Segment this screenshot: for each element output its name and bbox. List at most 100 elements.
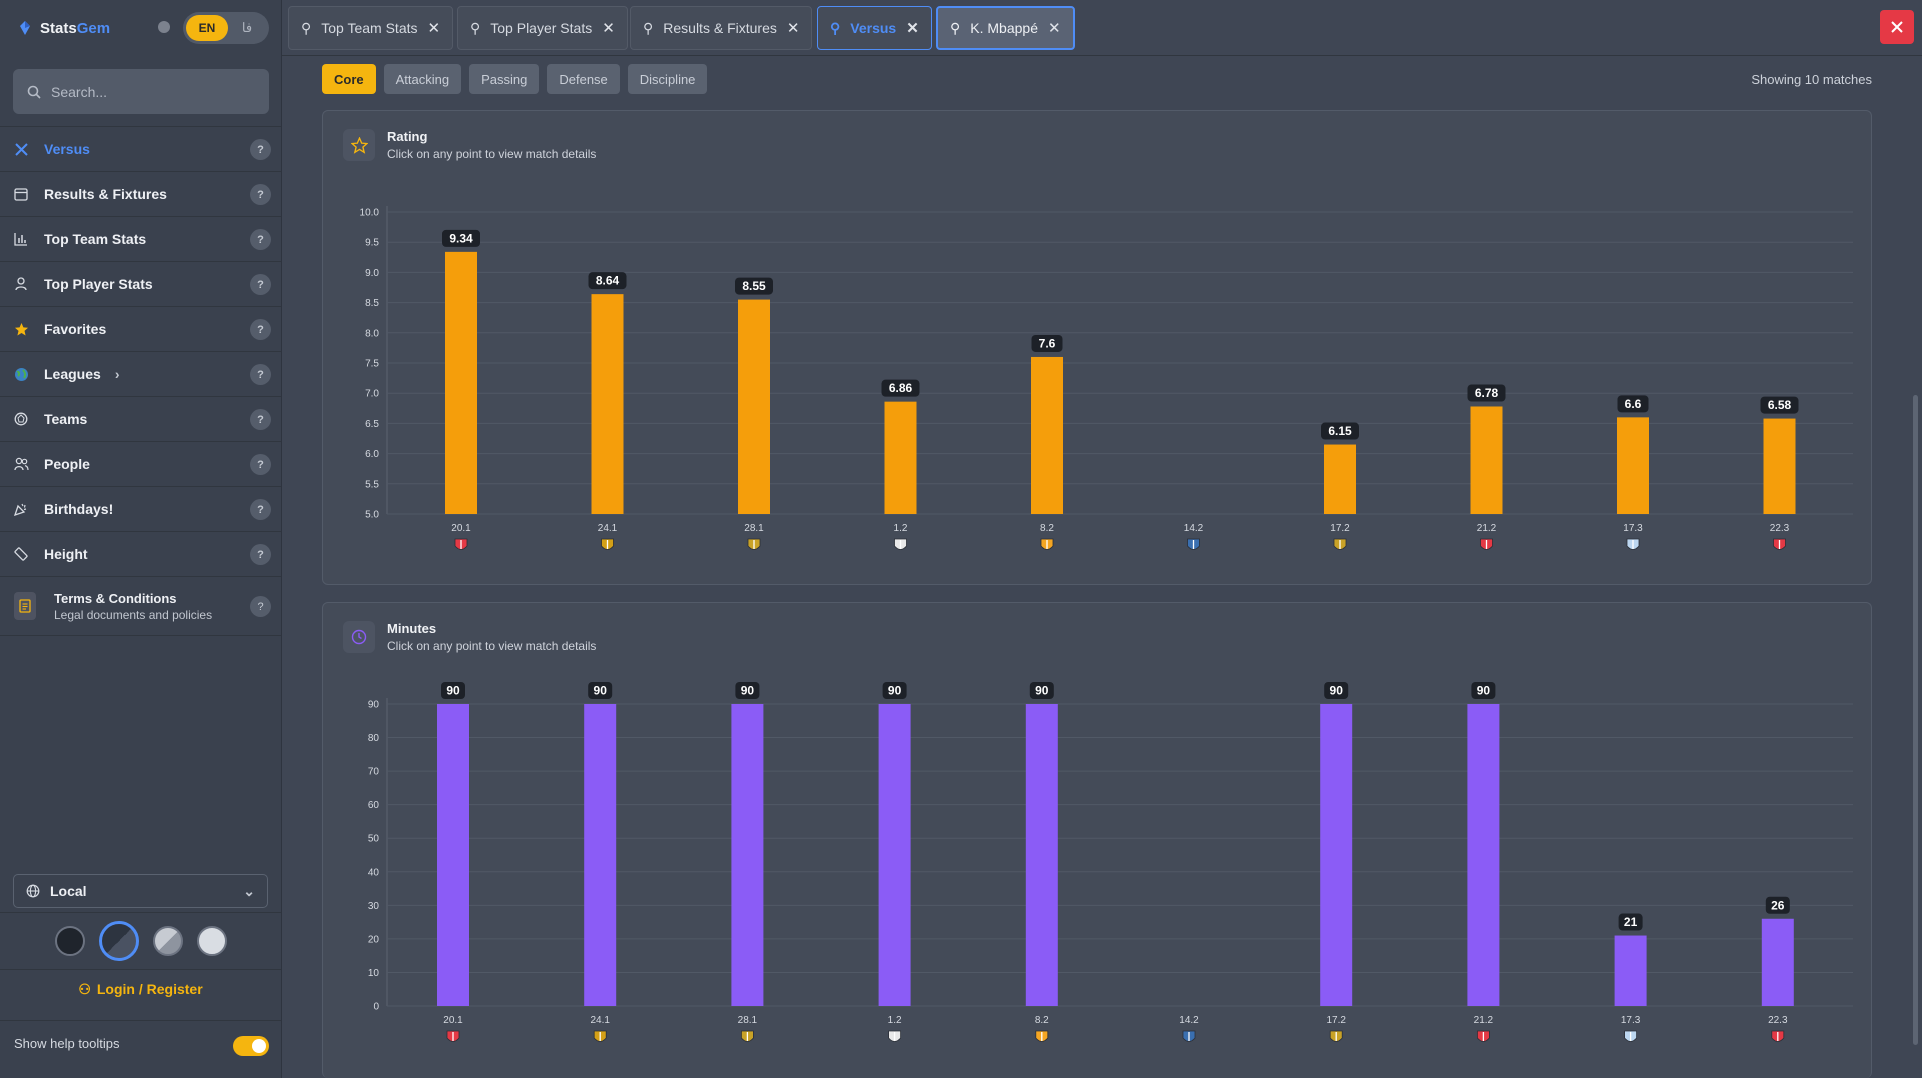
team-crest-icon[interactable] [1333, 538, 1347, 550]
close-tab-icon[interactable]: ✕ [427, 20, 441, 37]
help-icon[interactable]: ? [250, 544, 271, 565]
tab-passing[interactable]: Passing [469, 64, 540, 94]
login-register-link[interactable]: ⚇ Login / Register [0, 981, 281, 998]
help-icon[interactable]: ? [250, 274, 271, 295]
bar[interactable] [1614, 935, 1647, 1006]
bar[interactable] [1761, 918, 1794, 1006]
pin-icon[interactable]: ⚲ [950, 19, 961, 36]
help-icon[interactable]: ? [250, 596, 271, 617]
sidebar-item-leagues[interactable]: Leagues › ? [0, 351, 281, 396]
sidebar-item-favorites[interactable]: Favorites ? [0, 306, 281, 351]
team-crest-icon[interactable] [1626, 538, 1640, 550]
versus-icon [14, 142, 36, 157]
sidebar-item-height[interactable]: Height ? [0, 531, 281, 576]
bar[interactable] [1031, 356, 1063, 514]
help-icon[interactable]: ? [250, 409, 271, 430]
team-crest-icon[interactable] [454, 538, 468, 550]
bar[interactable] [738, 299, 770, 514]
sidebar-item-top-player-stats[interactable]: Top Player Stats ? [0, 261, 281, 306]
sidebar-item-birthdays[interactable]: Birthdays! ? [0, 486, 281, 531]
tab-discipline[interactable]: Discipline [627, 64, 708, 94]
bar[interactable] [878, 704, 911, 1006]
page-scrollbar[interactable] [1913, 395, 1918, 1045]
close-tab-icon[interactable]: ✕ [786, 20, 800, 37]
team-crest-icon[interactable] [1624, 1030, 1637, 1042]
team-crest-icon[interactable] [601, 538, 614, 550]
bar[interactable] [731, 704, 764, 1006]
search-input[interactable]: Search... [13, 69, 269, 114]
bar[interactable] [884, 401, 917, 514]
bar[interactable] [1470, 406, 1503, 514]
team-crest-icon[interactable] [741, 1030, 754, 1042]
team-crest-icon[interactable] [1035, 1030, 1049, 1042]
close-tab-icon[interactable]: ✕ [906, 20, 919, 37]
tab-top-team-stats[interactable]: ⚲ Top Team Stats ✕ [288, 6, 454, 50]
sidebar-item-versus[interactable]: Versus ? [0, 126, 281, 171]
help-tooltips-toggle[interactable] [233, 1036, 269, 1056]
help-icon[interactable]: ? [250, 184, 271, 205]
sidebar-item-results-fixtures[interactable]: Results & Fixtures ? [0, 171, 281, 216]
bar[interactable] [1025, 704, 1058, 1006]
team-crest-icon[interactable] [1329, 1030, 1343, 1042]
pin-icon[interactable]: ⚲ [470, 19, 481, 36]
help-icon[interactable]: ? [250, 454, 271, 475]
theme-light-swatch[interactable] [196, 926, 227, 956]
bar[interactable] [1617, 417, 1649, 514]
pin-icon[interactable]: ⚲ [830, 19, 841, 36]
close-all-button[interactable] [1880, 10, 1914, 44]
sidebar-item-people[interactable]: People ? [0, 441, 281, 486]
team-crest-icon[interactable] [1182, 1030, 1196, 1042]
team-crest-icon[interactable] [446, 1030, 460, 1042]
timezone-value: Local [50, 883, 87, 899]
tab-versus[interactable]: ⚲ Versus ✕ [817, 6, 932, 50]
language-toggle[interactable]: EN فا [183, 12, 269, 44]
tab-core[interactable]: Core [322, 64, 376, 94]
bar[interactable] [591, 294, 624, 514]
help-icon[interactable]: ? [250, 364, 271, 385]
bar[interactable] [1324, 444, 1356, 514]
team-crest-icon[interactable] [1187, 538, 1200, 550]
bar[interactable] [584, 704, 617, 1006]
team-crest-icon[interactable] [747, 538, 761, 550]
team-crest-icon[interactable] [894, 538, 907, 550]
help-icon[interactable]: ? [250, 229, 271, 250]
team-crest-icon[interactable] [1477, 1030, 1490, 1042]
sidebar-item-terms[interactable]: Terms & Conditions Legal documents and p… [0, 576, 281, 636]
x-tick-label: 8.2 [1040, 523, 1054, 534]
team-crest-icon[interactable] [1040, 538, 1054, 550]
theme-dark-swatch[interactable] [54, 926, 85, 956]
bar[interactable] [445, 251, 477, 514]
help-icon[interactable]: ? [250, 319, 271, 340]
pin-icon[interactable]: ⚲ [301, 19, 312, 36]
close-tab-icon[interactable]: ✕ [602, 20, 615, 37]
theme-dim-swatch[interactable] [98, 921, 139, 961]
sidebar-item-teams[interactable]: Teams ? [0, 396, 281, 441]
team-crest-icon[interactable] [1480, 538, 1493, 550]
lang-en-option[interactable]: EN [186, 15, 228, 41]
help-icon[interactable]: ? [250, 139, 271, 160]
tab-top-player-stats[interactable]: ⚲ Top Player Stats ✕ [457, 6, 628, 50]
tab-defense[interactable]: Defense [547, 64, 620, 94]
lang-alt-option[interactable]: فا [241, 20, 253, 35]
x-tick-label: 17.2 [1330, 523, 1350, 534]
bar[interactable] [1763, 418, 1796, 514]
tab-attacking[interactable]: Attacking [383, 64, 462, 94]
tab-bar: ⚲ Top Team Stats ✕ ⚲ Top Player Stats ✕ … [282, 0, 1922, 56]
tab-results-fixtures[interactable]: ⚲ Results & Fixtures ✕ [630, 6, 813, 50]
theme-light-dim-swatch[interactable] [152, 926, 183, 956]
brand[interactable]: StatsGem [18, 14, 110, 42]
team-crest-icon[interactable] [888, 1030, 901, 1042]
pin-icon[interactable]: ⚲ [643, 19, 654, 36]
tab-player-mbappe[interactable]: ⚲ K. Mbappé ✕ [936, 6, 1075, 50]
close-tab-icon[interactable]: ✕ [1047, 20, 1061, 37]
timezone-select[interactable]: Local ⌄ [13, 874, 268, 908]
bar[interactable] [1467, 704, 1500, 1006]
people-icon [14, 457, 36, 471]
team-crest-icon[interactable] [593, 1030, 607, 1042]
help-icon[interactable]: ? [250, 499, 271, 520]
bar[interactable] [437, 704, 469, 1006]
sidebar-item-top-team-stats[interactable]: Top Team Stats ? [0, 216, 281, 261]
bar[interactable] [1320, 704, 1353, 1006]
team-crest-icon[interactable] [1771, 1030, 1785, 1042]
team-crest-icon[interactable] [1773, 538, 1786, 550]
